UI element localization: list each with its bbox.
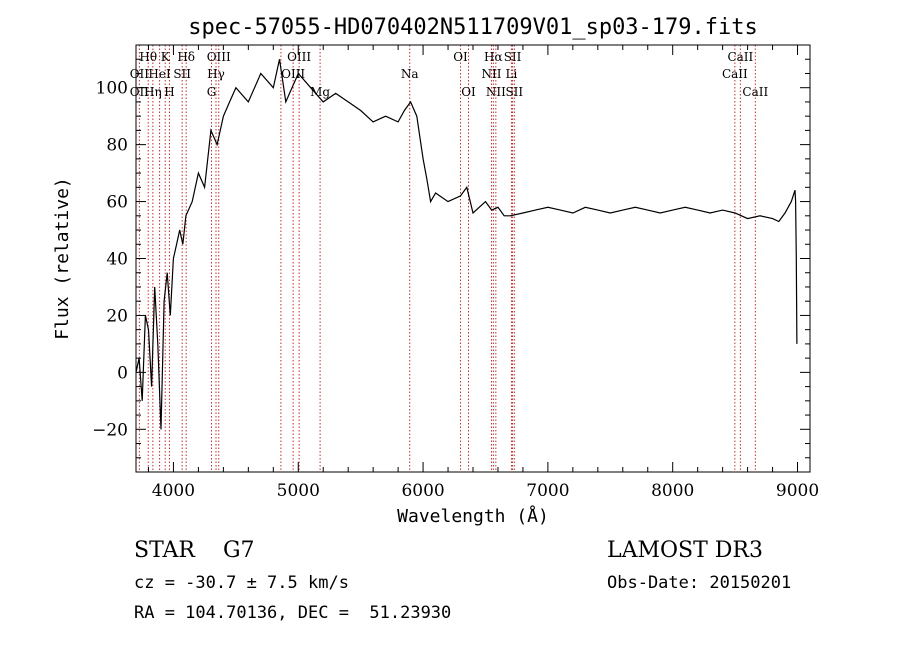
spectral-line-label: Hδ [177, 50, 195, 64]
chart-title: spec-57055-HD070402N511709V01_sp03-179.f… [188, 15, 758, 40]
spectral-line-label: CaII [727, 50, 753, 64]
spectral-line-label: Hη [144, 85, 162, 99]
object-class-label: STAR G7 [134, 538, 255, 563]
x-tick-label: 5000 [277, 481, 320, 501]
y-tick-label: −20 [92, 420, 128, 440]
x-tick-label: 6000 [401, 481, 444, 501]
spectral-line-label: NII [481, 67, 501, 81]
spectral-line-label: Hθ [139, 50, 157, 64]
y-axis-label: Flux (relative) [52, 177, 73, 340]
spectral-line-label: OIII [281, 67, 305, 81]
x-axis-label: Wavelength (Å) [397, 505, 549, 527]
spectral-line-label: SII [173, 67, 191, 81]
x-tick-label: 9000 [776, 481, 819, 501]
spectral-line-label: OI [453, 50, 468, 64]
spectral-line-label: G [207, 85, 217, 99]
spectral-line-label: OIII [207, 50, 231, 64]
spectral-line-label: Na [401, 67, 419, 81]
spectral-line-label: NII [486, 85, 506, 99]
x-tick-label: 8000 [651, 481, 694, 501]
spectral-line-label: OII [130, 85, 150, 99]
spectral-line-label: CaII [722, 67, 748, 81]
spectral-line-label: OI [461, 85, 476, 99]
spectral-line-label: Li [506, 67, 518, 81]
y-tick-label: 20 [106, 306, 128, 326]
plot-frame [135, 44, 811, 473]
spectral-line-label: SII [504, 50, 522, 64]
coordinates-label: RA = 104.70136, DEC = 51.23930 [134, 603, 452, 623]
obs-date-label: Obs-Date: 20150201 [607, 573, 792, 593]
x-tick-label: 4000 [152, 481, 195, 501]
spectral-line-label: HeI [148, 67, 171, 81]
spectral-line-label: OIII [287, 50, 311, 64]
spectral-line-label: Hγ [207, 67, 225, 81]
spectral-line-label: H [164, 85, 174, 99]
x-tick-label: 7000 [526, 481, 569, 501]
y-tick-label: 60 [106, 193, 128, 213]
redshift-label: cz = -30.7 ± 7.5 km/s [134, 573, 349, 593]
y-tick-label: 40 [106, 250, 128, 270]
y-tick-label: 80 [106, 136, 128, 156]
spectral-line-label: Hα [484, 50, 503, 64]
spectral-line-label: K [161, 50, 171, 64]
spectral-line-label: OII [130, 67, 150, 81]
spectrum-line [135, 59, 798, 430]
spectral-line-label: Mg [310, 85, 330, 99]
spectral-line-label: SII [505, 85, 523, 99]
spectral-line-label: CaII [742, 85, 768, 99]
y-tick-label: 0 [117, 363, 128, 383]
y-tick-label: 100 [96, 79, 128, 99]
survey-label: LAMOST DR3 [607, 538, 763, 563]
